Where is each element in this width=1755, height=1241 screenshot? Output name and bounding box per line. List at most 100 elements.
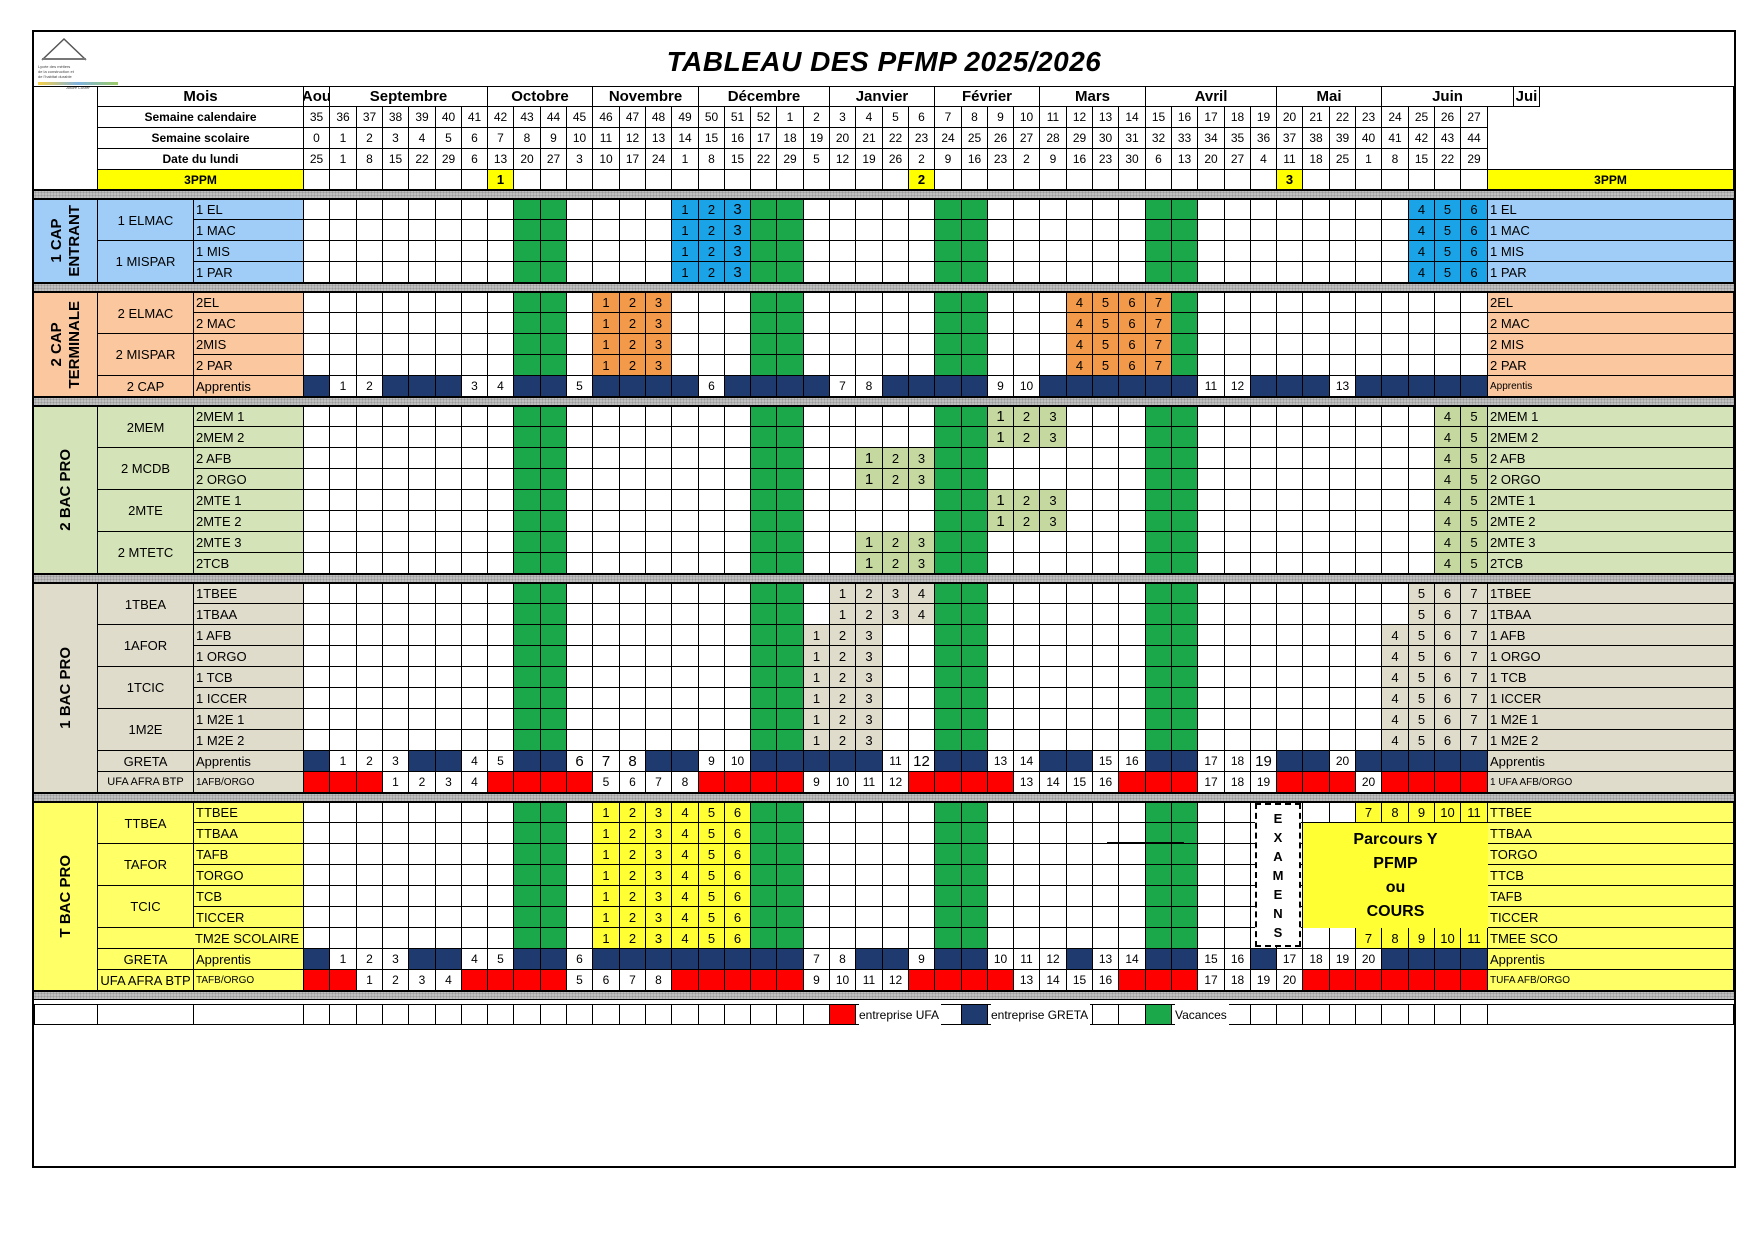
week-cell xyxy=(1198,355,1225,376)
week-cell xyxy=(304,802,330,823)
pfmp-week: 1 xyxy=(672,241,699,262)
week-cell xyxy=(1067,709,1093,730)
vacation-cell xyxy=(1172,625,1198,646)
greta-company-week xyxy=(1461,376,1488,397)
week-cell xyxy=(1067,907,1093,928)
ufa-company-week xyxy=(1435,772,1461,793)
vacation-cell xyxy=(777,553,804,574)
vacation-cell xyxy=(777,292,804,313)
week-cell xyxy=(1303,688,1330,709)
pfmp-week: 6 xyxy=(1435,709,1461,730)
vacation-cell xyxy=(1172,709,1198,730)
pfmp-week: 3 xyxy=(646,292,672,313)
week-cell xyxy=(1225,448,1251,469)
week-cell xyxy=(304,844,330,865)
week-cell xyxy=(988,667,1014,688)
pfmp-week: 5 xyxy=(1461,469,1488,490)
week-school: 8 xyxy=(514,128,541,149)
week-cell xyxy=(856,313,883,334)
week-cell xyxy=(1067,688,1093,709)
week-cell xyxy=(1356,553,1382,574)
week-cell xyxy=(1067,199,1093,220)
monday-date: 17 xyxy=(620,149,646,170)
apprentice-school-week: 1 xyxy=(330,949,357,970)
week-cell xyxy=(1330,241,1356,262)
week-calendar: 24 xyxy=(1382,107,1409,128)
week-cell xyxy=(304,865,330,886)
week-cell xyxy=(1330,406,1356,427)
week-cell xyxy=(1330,199,1356,220)
week-cell xyxy=(620,406,646,427)
week-calendar: 6 xyxy=(909,107,935,128)
week-cell xyxy=(1303,334,1330,355)
week-cell xyxy=(672,511,699,532)
pfmp-week: 4 xyxy=(1435,448,1461,469)
vacation-cell xyxy=(777,865,804,886)
right-class-label: 1 UFA AFB/ORGO xyxy=(1488,772,1734,793)
week-school: 19 xyxy=(804,128,830,149)
greta-company-week xyxy=(304,949,330,970)
pfmp-week: 2 xyxy=(830,667,856,688)
week-cell xyxy=(909,199,935,220)
week-cell xyxy=(330,220,357,241)
week-cell xyxy=(988,823,1014,844)
week-cell xyxy=(330,802,357,823)
vacation-cell xyxy=(751,553,777,574)
week-cell xyxy=(567,604,593,625)
apprentice-school-week: 20 xyxy=(1356,772,1382,793)
week-cell xyxy=(988,730,1014,751)
vacation-cell xyxy=(751,928,777,949)
week-cell xyxy=(409,928,436,949)
week-cell xyxy=(488,532,514,553)
week-cell xyxy=(330,469,357,490)
ufa-company-week xyxy=(909,970,935,991)
week-cell xyxy=(804,583,830,604)
vacation-cell xyxy=(962,511,988,532)
week-cell xyxy=(883,292,909,313)
week-cell xyxy=(1382,427,1409,448)
vacation-cell xyxy=(935,448,962,469)
week-cell xyxy=(646,646,672,667)
vacation-cell xyxy=(514,709,541,730)
week-cell xyxy=(1409,406,1435,427)
week-cell xyxy=(1067,220,1093,241)
pfmp-week: 5 xyxy=(699,928,725,949)
group-label: UFA AFRA BTP xyxy=(98,772,194,793)
week-cell xyxy=(1198,802,1225,823)
week-cell xyxy=(883,646,909,667)
week-cell xyxy=(1225,241,1251,262)
vacation-cell xyxy=(935,667,962,688)
greta-company-week xyxy=(409,751,436,772)
week-school: 27 xyxy=(1014,128,1040,149)
logo-subtitle: André Cuvier xyxy=(66,85,90,90)
week-cell xyxy=(462,469,488,490)
ufa-company-week xyxy=(1382,772,1409,793)
week-school: 17 xyxy=(751,128,777,149)
week-cell xyxy=(646,448,672,469)
week-cell xyxy=(620,583,646,604)
week-cell xyxy=(436,220,462,241)
week-cell xyxy=(1251,220,1277,241)
week-cell xyxy=(1251,511,1277,532)
week-cell xyxy=(304,469,330,490)
pfmp-week: 4 xyxy=(1435,511,1461,532)
legend-cell xyxy=(593,1004,620,1025)
pfmp-week: 4 xyxy=(1435,490,1461,511)
section-separator xyxy=(34,283,1734,292)
ppm-cell xyxy=(1198,170,1225,190)
apprentice-school-week: 6 xyxy=(620,772,646,793)
week-cell xyxy=(620,667,646,688)
week-cell xyxy=(436,646,462,667)
week-cell xyxy=(567,532,593,553)
vacation-cell xyxy=(541,730,567,751)
week-cell xyxy=(567,865,593,886)
pfmp-week: 4 xyxy=(1435,406,1461,427)
apprentice-school-week: 5 xyxy=(488,949,514,970)
week-cell xyxy=(830,844,856,865)
vacation-cell xyxy=(541,886,567,907)
week-cell xyxy=(883,262,909,283)
week-cell xyxy=(436,625,462,646)
week-cell xyxy=(1040,730,1067,751)
pfmp-week: 2 xyxy=(1014,511,1040,532)
week-cell xyxy=(830,823,856,844)
